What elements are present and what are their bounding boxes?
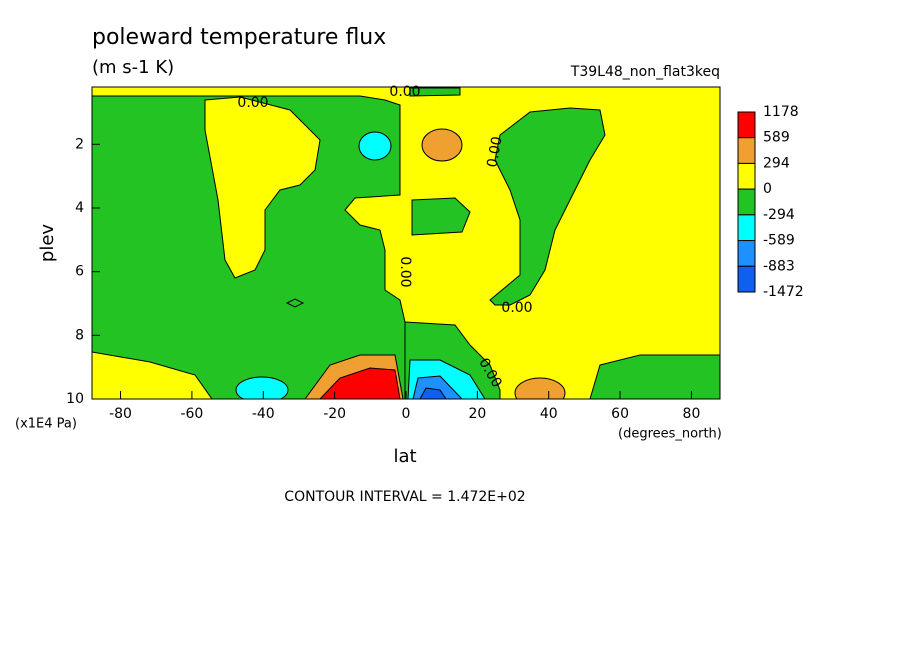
chart-title: poleward temperature flux: [92, 25, 386, 50]
contour-label: 0.00: [389, 84, 420, 100]
field: [92, 87, 720, 399]
y-axis-label: plev: [37, 224, 58, 263]
region: [409, 87, 461, 97]
region: [92, 351, 213, 399]
colorbar-box: [737, 240, 756, 267]
colorbar-label: 1178: [763, 104, 799, 120]
colorbar-label: 589: [763, 130, 790, 146]
x-tick-label: 20: [468, 406, 486, 422]
y-tick-label: 6: [75, 264, 84, 280]
region: [285, 298, 305, 308]
region: [419, 387, 447, 399]
contour-labels: 0.00 0.00 0.00 0.00 0.00 0.00: [237, 84, 532, 390]
x-axis-label: lat: [393, 446, 416, 467]
y-tick-label: 8: [75, 327, 84, 343]
x-tick-label: 40: [540, 406, 558, 422]
colorbar-box: [737, 265, 756, 293]
contour-label: 0.00: [397, 256, 413, 287]
contour-label: 0.00: [501, 300, 532, 316]
region: [421, 128, 463, 162]
colorbar-box: [737, 137, 756, 164]
region: [235, 376, 289, 399]
y-tick-label: 4: [75, 200, 84, 216]
colorbar-box: [737, 214, 756, 242]
colorbar-label: -294: [763, 207, 795, 223]
x-tick-label: -60: [180, 406, 203, 422]
colorbar-box: [737, 162, 756, 190]
region: [411, 197, 471, 236]
colorbar-box: [737, 111, 756, 139]
colorbar-box: [737, 188, 756, 216]
region: [514, 377, 566, 399]
colorbar-label: -883: [763, 258, 795, 274]
subtitle: T39L48_non_flat3keq: [570, 64, 720, 80]
contour-label: 0.00: [237, 95, 268, 111]
x-axis-units: (degrees_north): [618, 427, 722, 442]
region: [319, 367, 401, 399]
colorbar-label: -1472: [763, 284, 804, 300]
x-tick-label: -20: [323, 406, 346, 422]
x-tick-label: 0: [402, 406, 411, 422]
footnote: CONTOUR INTERVAL = 1.472E+02: [284, 489, 525, 505]
x-tick-label: -80: [109, 406, 132, 422]
region: [489, 107, 606, 306]
colorbar-label: 0: [763, 181, 772, 197]
x-tick-label: -40: [252, 406, 275, 422]
region: [358, 131, 392, 161]
contour-label: 0.00: [484, 135, 505, 168]
colorbar-label: 294: [763, 155, 790, 171]
region: [204, 96, 321, 279]
y-tick-label: 2: [75, 136, 84, 152]
x-tick-label: 60: [611, 406, 629, 422]
y-axis-units: (x1E4 Pa): [15, 417, 77, 432]
units: (m s-1 K): [92, 57, 174, 78]
region: [589, 354, 720, 399]
colorbar-label: -589: [763, 233, 795, 249]
x-tick-label: 80: [683, 406, 701, 422]
y-tick-label: 10: [66, 391, 84, 407]
